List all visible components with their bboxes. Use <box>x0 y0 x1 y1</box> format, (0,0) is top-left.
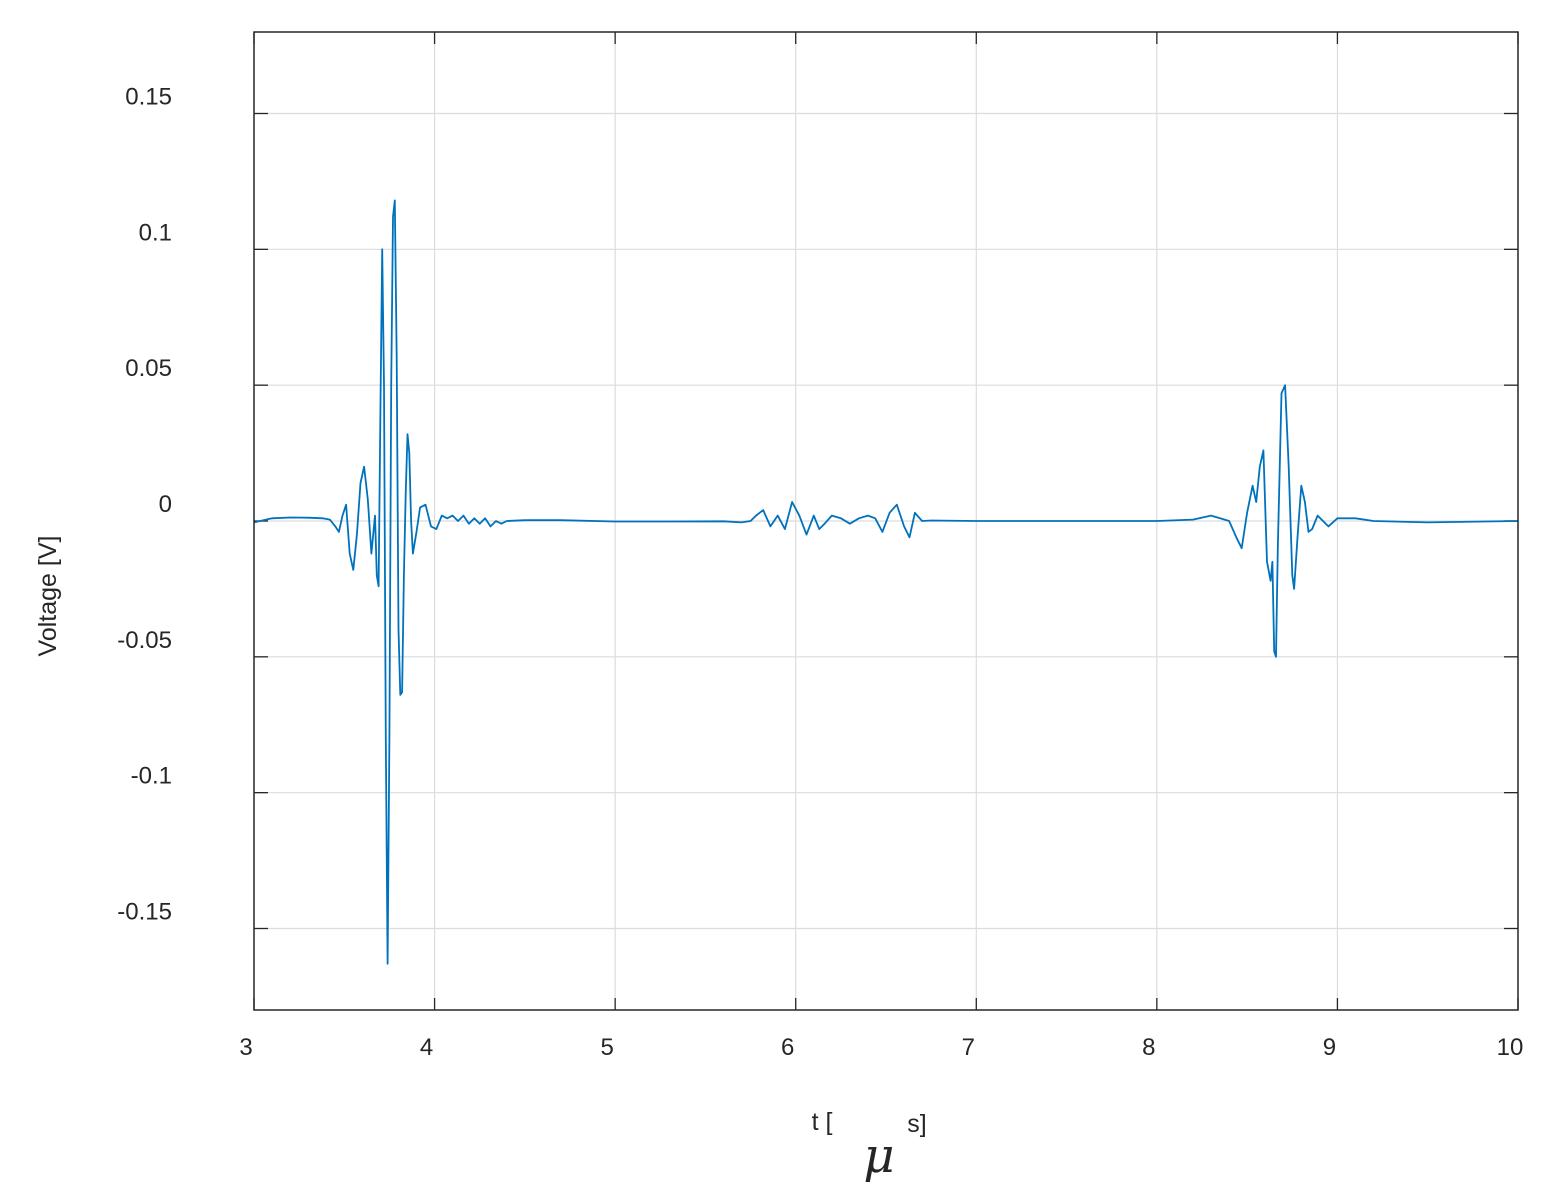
axes-box <box>253 31 1519 1011</box>
y-tick-label: -0.05 <box>117 627 172 654</box>
x-tick-label: 3 <box>239 1034 252 1061</box>
x-tick-label: 9 <box>1323 1034 1336 1061</box>
x-tick-labels: 3 4 5 6 7 8 9 10 <box>239 1034 1523 1061</box>
y-tick-label: -0.1 <box>131 763 172 790</box>
series-line-voltage <box>253 199 1519 965</box>
series-group <box>253 199 1519 965</box>
x-tick-label: 4 <box>420 1034 433 1061</box>
y-tick-labels: 0.15 0.1 0.05 0 -0.05 -0.1 -0.15 <box>117 84 172 926</box>
y-tick-label: 0.15 <box>125 84 172 111</box>
x-tick-label: 5 <box>600 1034 613 1061</box>
y-tick-label: 0.05 <box>125 355 172 382</box>
y-axis-label: Voltage [V] <box>34 536 62 657</box>
x-axis-label-mu: μ <box>863 1128 894 1184</box>
y-tick-label: 0.1 <box>139 219 172 246</box>
x-axis-label-suffix: s] <box>907 1110 926 1138</box>
x-axis-label-prefix: t [ <box>812 1108 833 1136</box>
y-tick-label: -0.15 <box>117 899 172 926</box>
x-tick-label: 6 <box>781 1034 794 1061</box>
x-tick-label: 8 <box>1142 1034 1155 1061</box>
y-tick-label: 0 <box>159 491 172 518</box>
x-tick-label: 7 <box>962 1034 975 1061</box>
x-tick-label: 10 <box>1497 1034 1524 1061</box>
